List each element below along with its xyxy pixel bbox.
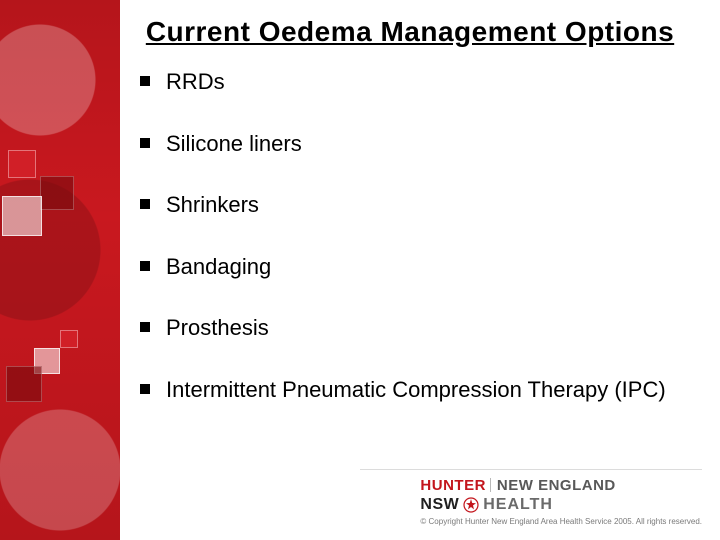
left-band-tint <box>0 0 120 540</box>
bullet-item: Prosthesis <box>140 314 690 342</box>
brand-newengland-text: NEW ENGLAND <box>497 477 616 494</box>
copyright-text: © Copyright Hunter New England Area Heal… <box>420 517 702 526</box>
decorative-square <box>8 150 36 178</box>
bullet-item: Intermittent Pneumatic Compression Thera… <box>140 376 690 404</box>
footer-rule <box>360 469 702 470</box>
decorative-square <box>60 330 78 348</box>
bullet-item: RRDs <box>140 68 690 96</box>
decorative-square <box>40 176 74 210</box>
content-area: RRDs Silicone liners Shrinkers Bandaging Pro… <box>140 68 690 437</box>
bullet-item: Bandaging <box>140 253 690 281</box>
waratah-icon <box>463 497 479 513</box>
left-decorative-band <box>0 0 120 540</box>
slide: Current Oedema Management Options RRDs Si… <box>0 0 720 540</box>
brand-line-1: HUNTER NEW ENGLAND <box>420 477 702 494</box>
brand-line-2: NSW HEALTH <box>420 496 702 514</box>
brand-hunter-text: HUNTER <box>420 477 486 494</box>
footer: HUNTER NEW ENGLAND NSW HEALTH © Copyright… <box>420 477 702 526</box>
brand-divider <box>490 478 491 492</box>
nsw-text: NSW <box>420 496 459 514</box>
bullet-list: RRDs Silicone liners Shrinkers Bandaging Pro… <box>140 68 690 403</box>
decorative-square <box>6 366 42 402</box>
decorative-square <box>2 196 42 236</box>
bullet-item: Shrinkers <box>140 191 690 219</box>
bullet-item: Silicone liners <box>140 130 690 158</box>
slide-title: Current Oedema Management Options <box>110 16 710 48</box>
health-text: HEALTH <box>483 496 553 514</box>
